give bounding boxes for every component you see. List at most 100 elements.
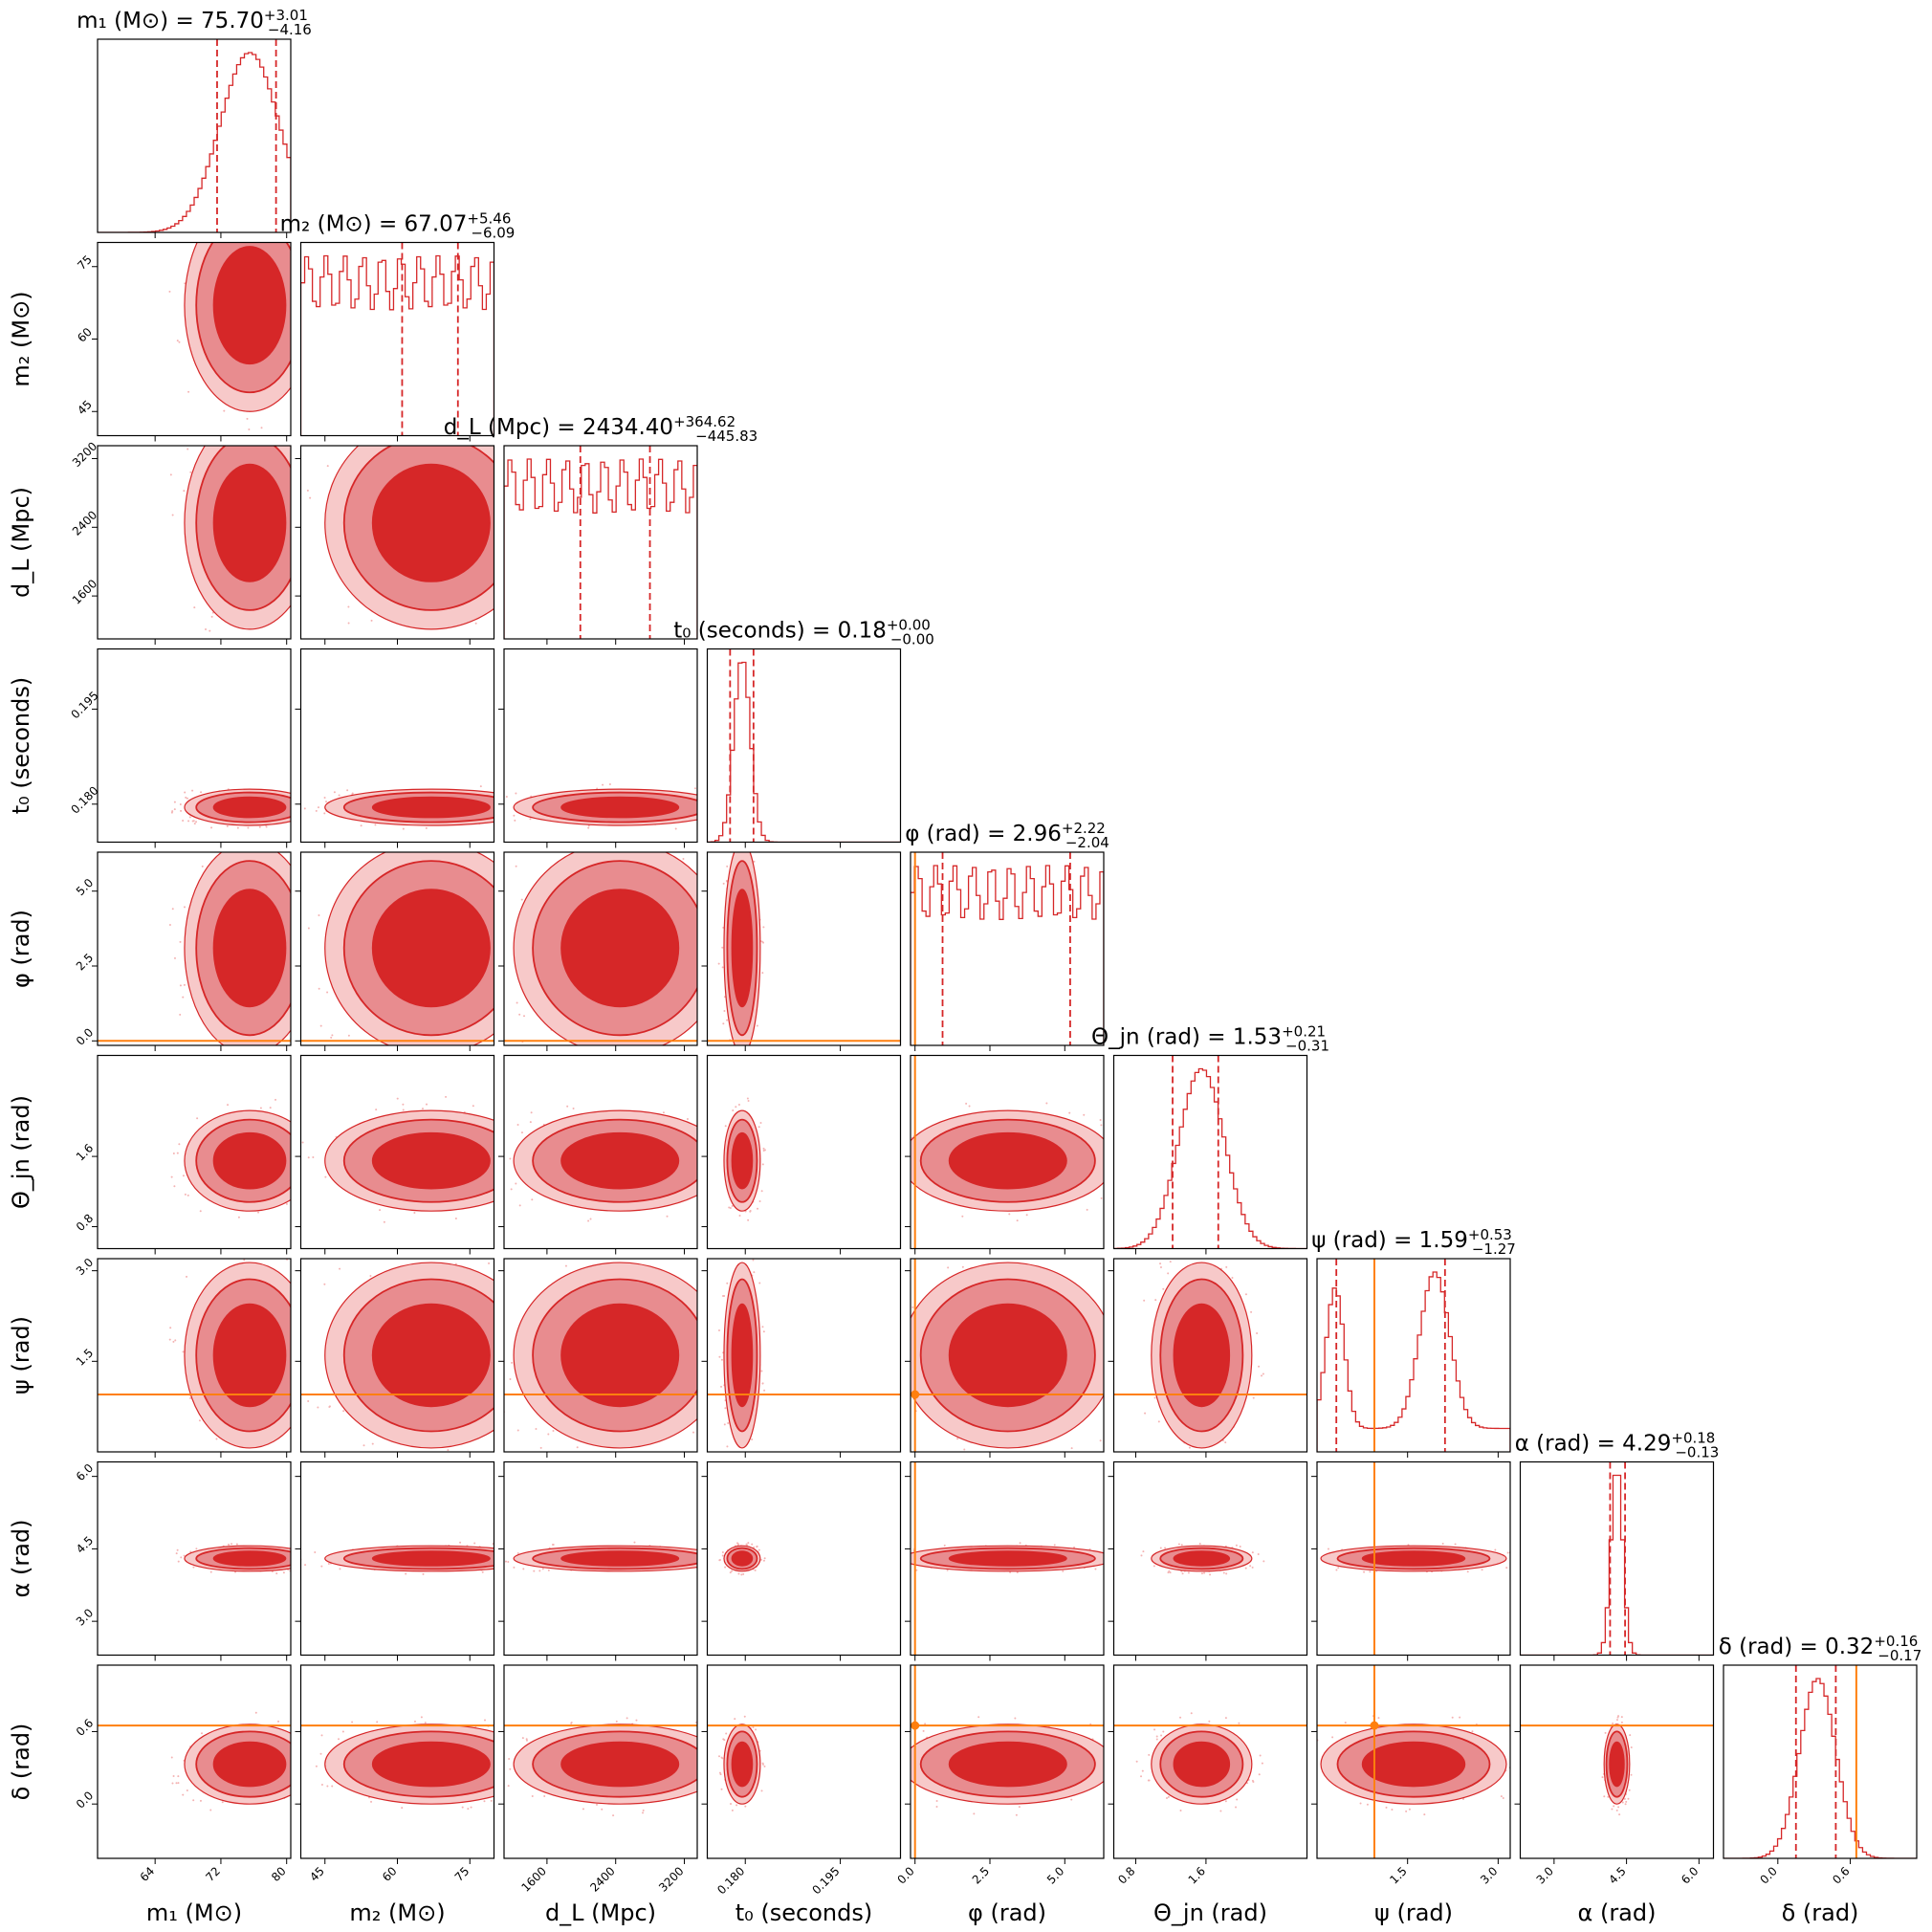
y-tick-label-alpha: 3.0 <box>74 1606 96 1628</box>
scatter-point <box>246 1255 248 1257</box>
scatter-point <box>726 865 729 867</box>
scatter-point <box>512 1746 514 1748</box>
panel-frame <box>503 851 698 1046</box>
scatter-point <box>1147 1779 1150 1782</box>
scatter-point <box>402 1109 405 1111</box>
scatter-point <box>209 1809 212 1811</box>
scatter-point <box>526 818 528 820</box>
scatter-point <box>371 1442 374 1445</box>
y-axis-label-m2: m₂ (M⊙) <box>8 291 34 386</box>
scatter-point <box>322 1549 324 1551</box>
panel-dL-theta <box>498 1054 698 1255</box>
scatter-point <box>168 923 171 926</box>
scatter-point <box>243 1062 245 1064</box>
scatter-point <box>325 1562 327 1564</box>
scatter-point <box>294 1139 296 1141</box>
scatter-point <box>519 1128 521 1130</box>
scatter-point <box>662 1111 665 1114</box>
scatter-point <box>282 1571 285 1574</box>
scatter-point <box>1068 1111 1071 1114</box>
scatter-point <box>217 1254 219 1256</box>
scatter-point <box>508 1758 511 1761</box>
scatter-point <box>182 1175 185 1177</box>
y-tick-label-t0: 0.180 <box>68 783 100 816</box>
scatter-point <box>759 1558 762 1561</box>
scatter-point <box>289 1459 291 1460</box>
scatter-point <box>722 1022 725 1025</box>
scatter-point <box>516 1204 517 1206</box>
scatter-point <box>1031 1472 1033 1474</box>
scatter-point <box>318 987 320 990</box>
scatter-point <box>342 1410 345 1413</box>
scatter-point <box>1359 1802 1362 1805</box>
scatter-point <box>1198 1543 1201 1546</box>
scatter-point <box>1177 1543 1180 1546</box>
scatter-point <box>1162 1730 1165 1733</box>
contour-inner-dL-phi <box>560 889 680 1008</box>
scatter-point <box>191 789 194 792</box>
panel-m1-psi <box>92 1254 300 1460</box>
scatter-point <box>1157 1420 1160 1423</box>
panel-m1-t0 <box>92 648 318 848</box>
scatter-point <box>616 1050 618 1052</box>
scatter-point <box>249 193 251 195</box>
scatter-point <box>719 1773 722 1776</box>
scatter-point <box>752 1726 755 1729</box>
scatter-point <box>192 1566 195 1569</box>
scatter-point <box>1135 1760 1138 1763</box>
scatter-point <box>1070 1798 1073 1801</box>
scatter-point <box>1244 1293 1247 1296</box>
scatter-point <box>1127 1773 1129 1775</box>
scatter-point <box>728 1206 731 1209</box>
scatter-point <box>732 1109 735 1111</box>
scatter-point <box>296 1454 297 1456</box>
scatter-point <box>720 1283 722 1284</box>
scatter-point <box>720 888 722 889</box>
scatter-point <box>1188 1456 1190 1458</box>
scatter-point <box>1100 1124 1103 1127</box>
scatter-point <box>699 1557 701 1559</box>
scatter-point <box>731 1809 734 1811</box>
scatter-point <box>288 409 290 411</box>
panel-frame <box>97 1258 292 1453</box>
panel-m2-psi <box>295 1258 506 1458</box>
scatter-point <box>298 1422 300 1424</box>
contour-inner-m1-delta <box>212 1741 287 1788</box>
scatter-point <box>757 1126 760 1129</box>
scatter-point <box>713 873 714 875</box>
scatter-point <box>314 348 316 350</box>
scatter-point <box>751 1053 753 1055</box>
scatter-point <box>1257 1553 1260 1556</box>
contour-inner-t0-delta <box>731 1741 754 1788</box>
scatter-point <box>230 828 231 830</box>
scatter-point <box>170 1756 173 1759</box>
y-axis-label-psi: ψ (rad) <box>8 1316 34 1394</box>
scatter-point <box>309 496 312 499</box>
scatter-point <box>1083 1113 1086 1116</box>
scatter-point <box>1016 1571 1019 1574</box>
scatter-point <box>326 1785 329 1788</box>
scatter-point <box>551 516 553 518</box>
scatter-point <box>1481 1569 1483 1571</box>
scatter-point <box>1617 1715 1620 1718</box>
scatter-point <box>183 1554 186 1557</box>
scatter-point <box>887 1187 889 1189</box>
scatter-point <box>180 1556 183 1559</box>
scatter-point <box>316 804 318 806</box>
scatter-point <box>504 1284 506 1285</box>
scatter-point <box>566 1105 569 1108</box>
y-tick-label-dL: 1600 <box>70 577 99 606</box>
scatter-point <box>1167 1571 1170 1574</box>
scatter-point <box>747 1542 750 1545</box>
panel-dL-delta <box>498 1664 698 1864</box>
scatter-point <box>645 1051 647 1053</box>
scatter-point <box>1015 1813 1018 1816</box>
scatter-point <box>986 1254 988 1256</box>
scatter-point <box>179 1013 182 1016</box>
scatter-point <box>1111 1744 1113 1745</box>
panel-frame <box>706 1664 902 1859</box>
scatter-point <box>596 1803 599 1806</box>
scatter-point <box>205 627 208 630</box>
scatter-point <box>511 803 513 805</box>
